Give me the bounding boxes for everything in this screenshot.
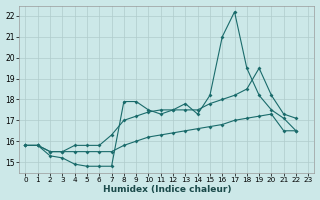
X-axis label: Humidex (Indice chaleur): Humidex (Indice chaleur) [103,185,231,194]
